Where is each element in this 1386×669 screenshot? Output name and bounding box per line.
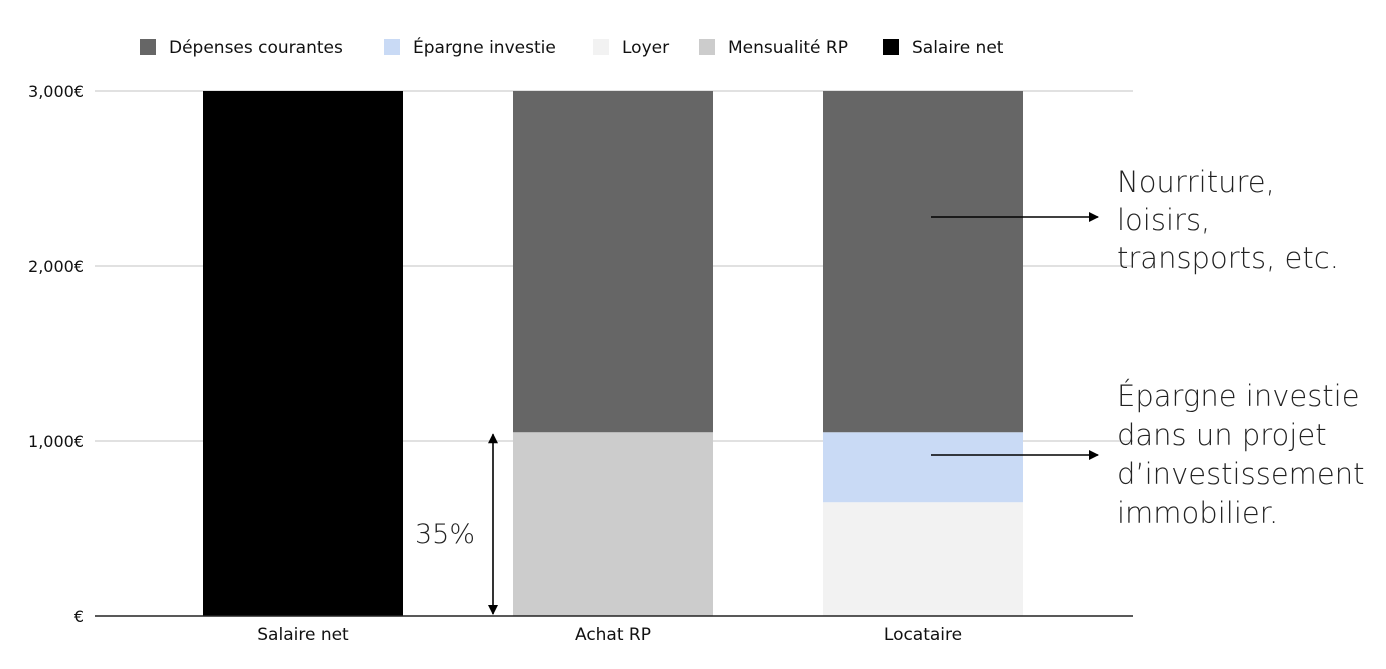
y-tick-label: €	[74, 607, 84, 626]
legend-swatch	[699, 39, 715, 55]
x-tick-label: Salaire net	[257, 625, 349, 645]
epargne-note-line: d’investissement	[1117, 457, 1365, 491]
bar-segment	[823, 432, 1023, 503]
y-tick-label: 1,000€	[28, 432, 84, 451]
legend-label: Mensualité RP	[728, 38, 848, 58]
legend-label: Dépenses courantes	[169, 38, 343, 58]
bar-segment	[823, 91, 1023, 433]
depenses-note-line: loisirs,	[1117, 203, 1210, 237]
annotations: 35% Nourriture, loisirs, transports, etc. Ép…	[415, 165, 1365, 615]
legend-swatch	[384, 39, 400, 55]
percent-label: 35%	[415, 519, 475, 550]
legend: Dépenses courantes Épargne investie Loyer M…	[140, 36, 1004, 58]
y-tick-label: 2,000€	[28, 257, 84, 276]
y-tick-label: 3,000€	[28, 82, 84, 101]
legend-label: Loyer	[622, 38, 669, 58]
bars-layer	[203, 91, 1023, 616]
depenses-note-line: transports, etc.	[1117, 241, 1339, 275]
legend-swatch	[593, 39, 609, 55]
epargne-note-line: immobilier.	[1117, 496, 1278, 530]
epargne-note-line: Épargne investie	[1117, 379, 1360, 413]
bar-segment	[203, 91, 403, 616]
bar-segment	[513, 91, 713, 433]
legend-swatch	[883, 39, 899, 55]
legend-label: Épargne investie	[413, 36, 556, 58]
axis-layer: €1,000€ 2,000€ 3,000€ Salaire net Achat RP Lo…	[28, 82, 1133, 645]
bar-segment	[513, 432, 713, 616]
legend-label: Salaire net	[912, 38, 1004, 58]
x-tick-label: Achat RP	[575, 625, 651, 645]
epargne-note-line: dans un projet	[1117, 418, 1327, 452]
x-tick-label: Locataire	[884, 625, 962, 645]
depenses-note-line: Nourriture,	[1117, 165, 1275, 199]
legend-swatch	[140, 39, 156, 55]
bar-segment	[823, 502, 1023, 616]
